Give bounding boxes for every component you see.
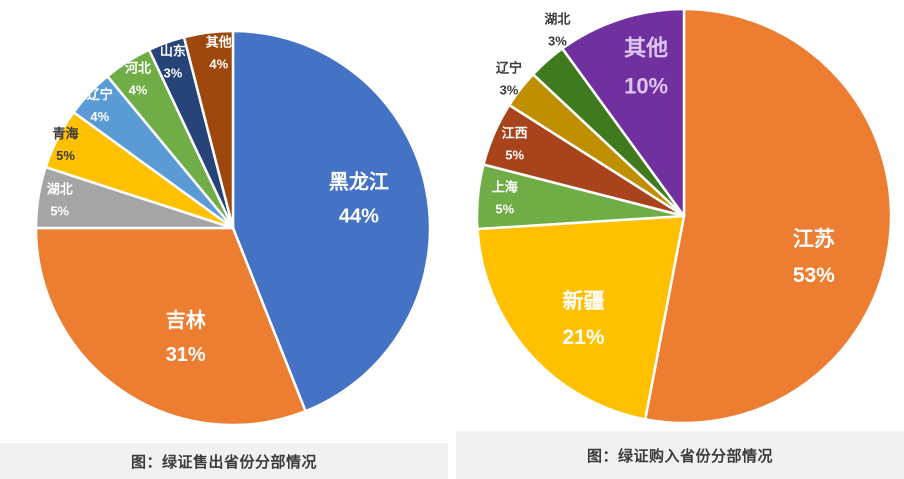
pie-slice-黑龙江 [231,29,432,413]
slice-label-name: 吉林 [166,308,206,332]
slice-label-value: 5% [50,204,69,219]
pie-slice-江苏 [643,7,893,425]
pie-slice-其他 [561,7,686,218]
slice-label-name: 湖北 [47,182,73,197]
caption-strip-purchased: 图：绿证购入省份分部情况 [456,431,904,479]
slice-label-value: 21% [563,326,605,349]
pie-chart-purchased-provinces: 江苏 53% 新疆 21% 上海 5% 江西 5% 辽宁 3% 湖北 3% 其他 10% [475,7,893,425]
slice-label-value: 5% [56,148,75,163]
slice-label-name: 辽宁 [87,87,113,102]
figure-panel-sold: 黑龙江 44% 吉林 31% 湖北 5% 青海 5% 辽宁 4% 河北 4% 山东 3% 其他 4% 图：绿证… [0,0,448,479]
chart-caption-sold: 图：绿证售出省份分部情况 [130,453,317,471]
caption-strip-sold: 图：绿证售出省份分部情况 [0,443,448,479]
pie-slice-吉林 [34,226,307,427]
slice-label-name: 青海 [53,126,79,141]
pie-chart-sold-provinces: 黑龙江 44% 吉林 31% 湖北 5% 青海 5% 辽宁 4% 河北 4% 山东 3% 其他 4% [34,29,432,427]
slice-label-name: 山东 [160,44,186,59]
slice-label-value: 10% [624,73,668,98]
slice-label-name: 江苏 [793,228,835,251]
slice-label-value: 4% [129,83,148,98]
chart-caption-purchased: 图：绿证购入省份分部情况 [586,447,773,465]
slice-label-name: 湖北 [544,12,570,27]
slice-label-value: 44% [339,206,379,228]
figure-panel-purchased: 江苏 53% 新疆 21% 上海 5% 江西 5% 辽宁 3% 湖北 3% 其他 10% 图：绿证购入省份… [456,0,904,479]
slice-label-value: 3% [500,83,519,98]
pie-slice-新疆 [476,214,686,421]
slice-label-value: 5% [495,202,514,217]
slice-label-name: 上海 [492,180,518,195]
slice-label-value: 3% [164,66,183,81]
slice-label-name: 江西 [502,126,528,141]
slice-label-name: 辽宁 [496,61,522,76]
slice-label-name: 其他 [624,35,668,60]
slice-label-name: 河北 [125,61,151,76]
slice-label-value: 5% [505,148,524,163]
pie-slice-其他 [182,29,235,230]
slice-label-name: 黑龙江 [329,170,389,194]
slice-label-value: 4% [209,57,228,72]
slice-label-value: 53% [793,264,835,287]
slice-label-value: 3% [548,34,567,49]
slice-label-value: 4% [90,109,109,124]
slice-label-value: 31% [166,344,206,366]
slice-label-name: 其他 [206,35,232,50]
slice-label-name: 新疆 [563,289,605,313]
